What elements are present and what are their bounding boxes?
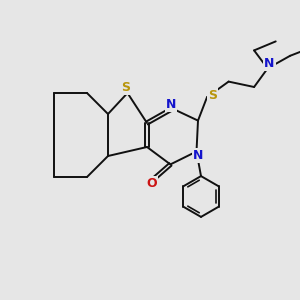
Text: S: S bbox=[122, 81, 130, 94]
Text: N: N bbox=[193, 148, 203, 162]
Text: S: S bbox=[208, 89, 217, 103]
Text: N: N bbox=[264, 57, 274, 70]
Text: O: O bbox=[146, 177, 157, 190]
Text: N: N bbox=[166, 98, 176, 111]
